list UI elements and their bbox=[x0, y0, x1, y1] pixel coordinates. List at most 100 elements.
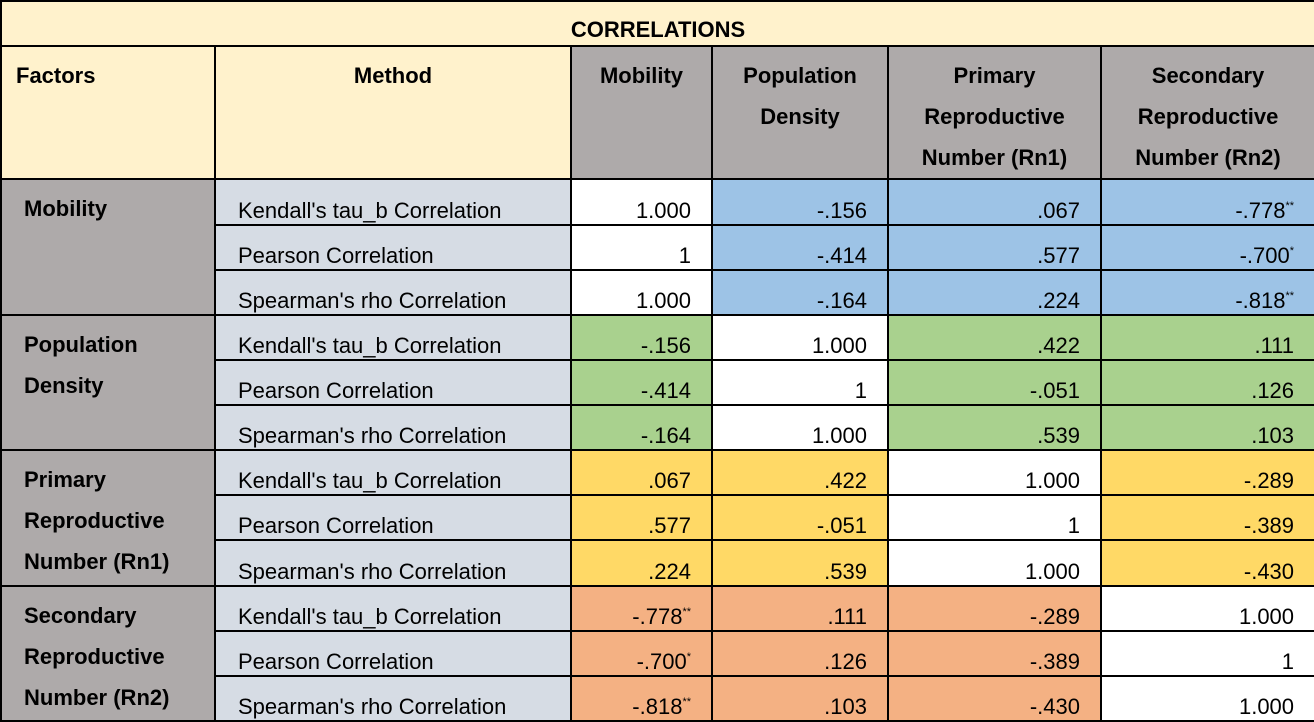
table-row: Spearman's rho Correlation 1.000 -.164 .224… bbox=[1, 268, 1314, 316]
value-text: .577 bbox=[1037, 242, 1080, 268]
value-cell: .422 bbox=[887, 313, 1102, 361]
value-cell: .577 bbox=[570, 494, 713, 542]
value-text: .103 bbox=[824, 694, 867, 719]
header-factors: Factors bbox=[0, 45, 216, 181]
value-cell: 1 bbox=[887, 494, 1102, 542]
factor-rn2-line2: Reproductive bbox=[24, 643, 165, 669]
value-text: 1.000 bbox=[1024, 558, 1080, 584]
value-cell: -.430 bbox=[887, 674, 1102, 722]
factor-mobility-line1: Mobility bbox=[24, 196, 108, 222]
value-cell: 1.000 bbox=[1099, 584, 1314, 632]
value-cell: .126 bbox=[1099, 358, 1314, 407]
value-text: .111 bbox=[827, 603, 867, 629]
value-cell: -.430 bbox=[1099, 539, 1314, 587]
value-text: .067 bbox=[648, 468, 691, 494]
method-cell: Pearson Correlation bbox=[214, 629, 572, 677]
value-cell: -.818** bbox=[1099, 268, 1314, 316]
table-row: Spearman's rho Correlation .224 .539 1.000 -… bbox=[1, 539, 1314, 587]
significance-marker: * bbox=[686, 650, 691, 663]
factor-population-density-line2: Density bbox=[24, 372, 104, 398]
value-text: -.289 bbox=[1243, 468, 1295, 494]
value-cell: .126 bbox=[711, 629, 889, 677]
value-cell: 1 bbox=[1099, 629, 1314, 677]
value-cell: -.051 bbox=[887, 358, 1102, 407]
table-row: Pearson Correlation -.414 1 -.051 .126 bbox=[1, 358, 1314, 407]
table-row: Pearson Correlation .577 -.051 1 -.389 bbox=[1, 494, 1314, 542]
value-text: -.156 bbox=[816, 197, 867, 223]
value-text: 1.000 bbox=[635, 287, 691, 313]
value-cell: -.778** bbox=[570, 584, 713, 632]
value-cell: -.414 bbox=[711, 223, 889, 271]
value-text: -.778 bbox=[1235, 197, 1286, 223]
value-cell: 1.000 bbox=[887, 539, 1102, 587]
factor-rn2: Secondary Reproductive Number (Rn2) bbox=[0, 584, 216, 722]
value-cell: -.778** bbox=[1099, 178, 1314, 226]
value-text: -.430 bbox=[1243, 558, 1295, 584]
value-cell: .224 bbox=[570, 539, 713, 587]
value-text: .539 bbox=[824, 558, 867, 584]
factor-rn1: Primary Reproductive Number (Rn1) bbox=[0, 449, 216, 587]
value-text: -.430 bbox=[1029, 694, 1080, 719]
table-row: Spearman's rho Correlation -.164 1.000 .539… bbox=[1, 404, 1314, 452]
value-text: -.818 bbox=[1235, 287, 1286, 313]
header-rn1-line1: Primary bbox=[953, 63, 1036, 89]
value-text: .539 bbox=[1037, 423, 1080, 449]
table-row: Population Density Kendall's tau_b Correla… bbox=[0, 313, 1314, 452]
value-text: .224 bbox=[1037, 287, 1080, 313]
value-cell: 1 bbox=[570, 223, 713, 271]
value-cell: -.164 bbox=[711, 268, 889, 316]
value-text: .067 bbox=[1037, 197, 1080, 223]
header-mobility: Mobility bbox=[570, 45, 713, 181]
value-cell: 1.000 bbox=[711, 404, 889, 452]
value-text: .103 bbox=[1251, 423, 1295, 449]
value-cell: .103 bbox=[711, 674, 889, 722]
factor-rn2-line1: Secondary bbox=[24, 602, 137, 628]
value-text: -.818 bbox=[632, 694, 683, 719]
value-cell: .539 bbox=[887, 404, 1102, 452]
value-cell: .422 bbox=[711, 449, 889, 497]
value-cell: -.289 bbox=[887, 584, 1102, 632]
value-cell: -.389 bbox=[887, 629, 1102, 677]
value-text: .224 bbox=[648, 558, 691, 584]
value-cell: -.818** bbox=[570, 674, 713, 722]
value-text: 1 bbox=[1281, 648, 1295, 674]
value-cell: -.051 bbox=[711, 494, 889, 542]
header-population-density-line2: Density bbox=[760, 104, 840, 130]
header-rn1: Primary Reproductive Number (Rn1) bbox=[887, 45, 1102, 181]
method-cell: Pearson Correlation bbox=[214, 223, 572, 271]
value-cell: .067 bbox=[887, 178, 1102, 226]
header-method: Method bbox=[214, 45, 572, 181]
header-rn2-line3: Number (Rn2) bbox=[1135, 145, 1281, 171]
factor-rn1-line1: Primary bbox=[24, 467, 106, 493]
value-text: 1 bbox=[1067, 513, 1080, 539]
header-rn2: Secondary Reproductive Number (Rn2) bbox=[1099, 45, 1314, 181]
value-cell: -.289 bbox=[1099, 449, 1314, 497]
value-text: -.164 bbox=[816, 287, 867, 313]
value-text: -.051 bbox=[1029, 378, 1080, 404]
header-row: Factors Method Mobility Population Densi… bbox=[0, 45, 1314, 181]
value-text: -.389 bbox=[1243, 513, 1295, 539]
value-cell: .103 bbox=[1099, 404, 1314, 452]
method-cell: Pearson Correlation bbox=[214, 358, 572, 407]
factor-population-density: Population Density bbox=[0, 313, 216, 452]
value-cell: 1.000 bbox=[711, 313, 889, 361]
value-cell: .111 bbox=[1099, 313, 1314, 361]
value-cell: 1.000 bbox=[570, 178, 713, 226]
value-text: .577 bbox=[648, 513, 691, 539]
value-text: 1.000 bbox=[1238, 603, 1295, 629]
value-cell: -.414 bbox=[570, 358, 713, 407]
value-cell: .539 bbox=[711, 539, 889, 587]
header-population-density: Population Density bbox=[711, 45, 889, 181]
value-cell: 1.000 bbox=[887, 449, 1102, 497]
value-cell: -.700* bbox=[1099, 223, 1314, 271]
value-text: 1 bbox=[854, 378, 867, 404]
value-cell: .067 bbox=[570, 449, 713, 497]
factor-mobility: Mobility bbox=[0, 178, 216, 316]
header-rn1-line3: Number (Rn1) bbox=[921, 145, 1068, 171]
value-text: .126 bbox=[824, 648, 867, 674]
value-text: .422 bbox=[1037, 332, 1080, 358]
value-text: 1 bbox=[678, 242, 691, 268]
value-text: 1.000 bbox=[811, 423, 867, 449]
value-text: .111 bbox=[1254, 332, 1295, 358]
